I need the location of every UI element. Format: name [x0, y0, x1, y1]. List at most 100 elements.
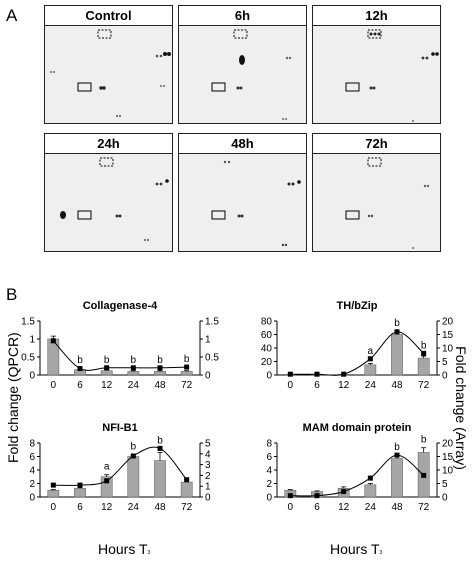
blot-label: 48h — [179, 134, 306, 154]
bar — [127, 371, 140, 376]
significance-label: b — [157, 355, 163, 366]
y-tick-label: 6 — [29, 452, 35, 463]
y-tick-label: 80 — [261, 317, 273, 328]
blot-12h: 12h — [312, 5, 441, 124]
y2-tick-label: 5 — [442, 479, 448, 490]
significance-label: a — [104, 462, 110, 473]
significance-label: b — [421, 435, 427, 446]
y2-tick-label: 4 — [205, 449, 211, 460]
line-point — [367, 475, 373, 481]
chart-title: MAM domain protein — [303, 422, 412, 434]
chart-th-bzip: TH/bZip 0 20 40 60 80 0 5 10 15 20 0 6 12 24 48 72 a b b — [237, 295, 474, 415]
y2-tick-label: 0 — [442, 371, 448, 382]
x-axis-title-text: Hours T — [330, 541, 380, 557]
line-point — [287, 371, 293, 377]
line-point — [367, 356, 373, 362]
line-point — [130, 453, 136, 459]
y2-tick-label: 20 — [442, 439, 454, 450]
bar — [391, 458, 403, 498]
x-tick-label: 24 — [128, 380, 140, 391]
bar — [364, 484, 377, 498]
y-tick-label: 0 — [29, 371, 35, 382]
y-tick-label: 2 — [266, 479, 272, 490]
x-axis-subscript: 3 — [379, 550, 383, 556]
blot-48h: 48h — [178, 133, 307, 252]
line-point — [77, 366, 83, 372]
significance-label: b — [157, 435, 163, 446]
blot-label: Control — [45, 6, 172, 26]
bar — [391, 334, 403, 376]
line-point — [341, 489, 347, 495]
x-axis-subscript: 3 — [147, 550, 151, 556]
y-tick-label: 6 — [266, 452, 272, 463]
x-tick-label: 24 — [365, 502, 377, 513]
y-tick-label: 0.5 — [21, 353, 35, 364]
bar — [180, 481, 193, 498]
line-point — [421, 472, 427, 478]
line-point — [130, 365, 136, 371]
series-line — [290, 454, 424, 497]
y2-tick-label: 5 — [205, 439, 211, 450]
y2-tick-label: 0 — [205, 371, 211, 382]
panel-a-letter: A — [6, 6, 18, 25]
line-point — [314, 493, 320, 499]
x-tick-label: 12 — [338, 380, 350, 391]
x-axis-title-right: Hours T3 — [330, 541, 382, 557]
series-line — [53, 446, 188, 486]
x-tick-label: 0 — [51, 380, 57, 391]
line-point — [157, 445, 163, 451]
y-tick-label: 1 — [29, 335, 35, 346]
x-tick-label: 0 — [51, 502, 57, 513]
x-tick-label: 0 — [288, 380, 294, 391]
blot-image — [211, 29, 292, 120]
y-tick-label: 0 — [29, 493, 35, 504]
panel-b-letter: B — [6, 285, 18, 304]
bar — [100, 370, 113, 376]
series-line — [52, 340, 187, 371]
line-point — [341, 371, 347, 377]
significance-label: b — [131, 355, 137, 366]
bar — [180, 371, 193, 376]
x-tick-label: 12 — [338, 502, 350, 513]
blot-image — [345, 29, 439, 122]
line-point — [157, 365, 163, 371]
blot-image — [60, 157, 169, 241]
y-tick-label: 2 — [29, 479, 35, 490]
y2-tick-label: 1 — [205, 482, 211, 493]
chart-svg: TH/bZip 0 20 40 60 80 0 5 10 15 20 0 6 12 24 48 72 a b b — [261, 300, 454, 391]
blot-6h: 6h — [178, 5, 307, 124]
y-tick-label: 8 — [29, 439, 35, 450]
x-tick-label: 24 — [365, 380, 377, 391]
x-tick-label: 72 — [418, 380, 430, 391]
blot-24h: 24h — [44, 133, 173, 252]
x-tick-label: 72 — [181, 380, 193, 391]
significance-label: b — [104, 355, 110, 366]
blot-72h: 72h — [312, 133, 441, 252]
bar — [364, 364, 377, 376]
chart-title: TH/bZip — [337, 300, 378, 312]
y-tick-label: 20 — [261, 357, 273, 368]
blot-label: 72h — [313, 134, 440, 154]
x-tick-label: 48 — [391, 502, 403, 513]
line-point — [421, 350, 427, 356]
x-tick-label: 6 — [77, 502, 83, 513]
y2-tick-label: 5 — [442, 357, 448, 368]
y-tick-label: 60 — [261, 330, 273, 341]
bar — [417, 357, 430, 376]
y-tick-label: 4 — [29, 466, 35, 477]
line-point — [104, 478, 110, 484]
y2-tick-label: 0 — [205, 493, 211, 504]
x-axis-title-text: Hours T — [98, 541, 148, 557]
y2-tick-label: 10 — [442, 466, 454, 477]
bar — [74, 487, 86, 498]
y-tick-label: 8 — [266, 439, 272, 450]
significance-label: b — [77, 355, 83, 366]
blot-label: 12h — [313, 6, 440, 26]
line-point — [184, 364, 190, 370]
x-tick-label: 72 — [418, 502, 430, 513]
line-point — [50, 338, 56, 344]
blot-image — [50, 29, 171, 117]
y-axis-title-left: Fold change (QPCR) — [5, 332, 21, 463]
chart-svg: Collagenase-4 0 0.5 1 1.5 0 0.5 1 1.5 0 6 12 24 48 72 b… — [21, 300, 219, 391]
